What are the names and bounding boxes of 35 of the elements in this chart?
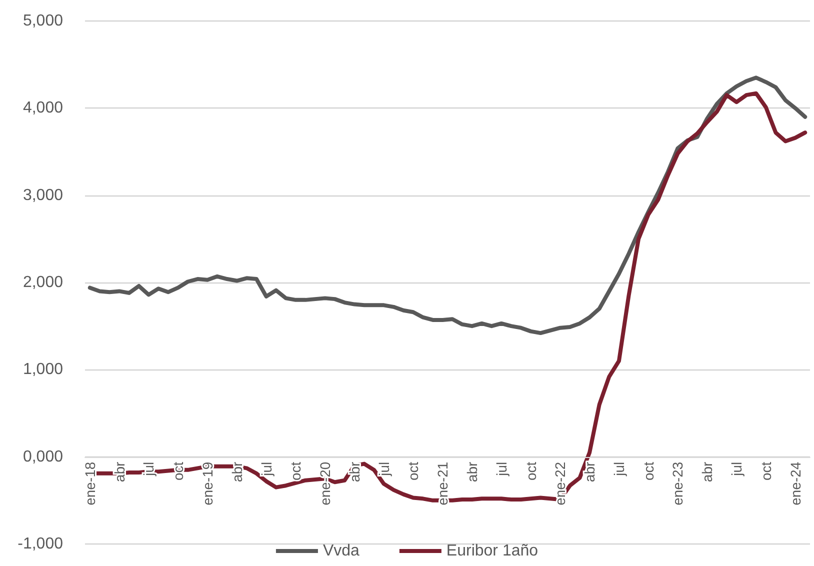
x-tick-label: ene-18 bbox=[82, 462, 98, 506]
x-tick-label: ene-21 bbox=[434, 462, 451, 506]
y-tick-label: 4,000 bbox=[22, 100, 64, 117]
x-tick-label: oct bbox=[640, 462, 656, 481]
x-tick-label: ene-22 bbox=[552, 462, 568, 506]
x-tick-label: jul bbox=[376, 462, 392, 477]
y-tick-label: 1,000 bbox=[22, 361, 64, 378]
x-tick-label: abr bbox=[582, 461, 598, 482]
x-tick-label: jul bbox=[140, 462, 157, 477]
line-series bbox=[88, 76, 808, 336]
legend-label: Vvda bbox=[322, 542, 360, 560]
y-tick-label: -1,000 bbox=[18, 536, 64, 552]
x-tick-label: jul bbox=[493, 462, 510, 477]
x-tick-label: jul bbox=[258, 462, 274, 477]
legend-label: Euribor 1año bbox=[446, 542, 538, 560]
x-tick-label: oct bbox=[170, 462, 186, 481]
x-tick-label: oct bbox=[758, 462, 774, 481]
x-tick-label: ene-19 bbox=[199, 462, 216, 506]
y-tick-label: 2,000 bbox=[22, 274, 64, 291]
y-tick-label: 0,000 bbox=[22, 448, 64, 466]
x-tick-label: ene-20 bbox=[317, 462, 334, 506]
x-tick-label: oct bbox=[288, 462, 304, 481]
x-tick-label: jul bbox=[610, 462, 627, 477]
x-tick-label: abr bbox=[699, 461, 716, 482]
x-tick-label: oct bbox=[522, 462, 539, 481]
x-tick-label: abr bbox=[111, 461, 128, 482]
x-tick-label: oct bbox=[405, 462, 422, 481]
x-tick-label: abr bbox=[346, 461, 362, 482]
x-tick-label: ene-23 bbox=[670, 462, 686, 506]
x-tick-label: abr bbox=[464, 461, 480, 482]
y-tick-label: 5,000 bbox=[22, 12, 64, 30]
x-tick-label: jul bbox=[728, 462, 745, 477]
y-tick-label: 3,000 bbox=[22, 186, 64, 204]
x-tick-label: ene-24 bbox=[787, 462, 804, 506]
x-tick-label: abr bbox=[228, 461, 245, 482]
